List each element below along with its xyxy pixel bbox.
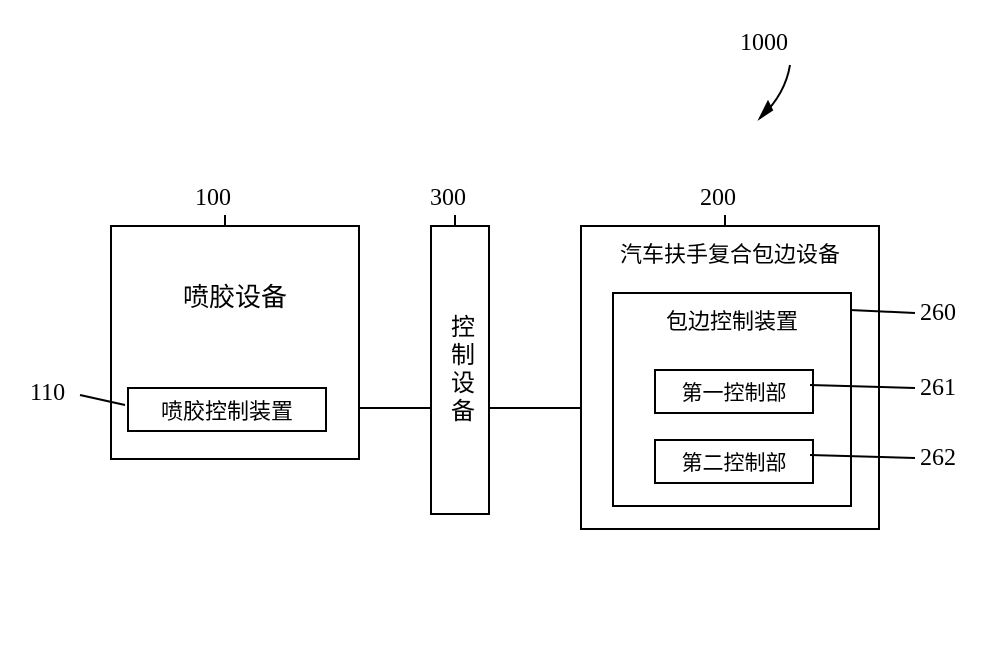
connector-100-300 xyxy=(360,407,430,409)
connector-300-200 xyxy=(490,407,580,409)
leader-262 xyxy=(0,0,1000,663)
diagram-canvas: 1000 100 喷胶设备 喷胶控制装置 110 300 控制设备 200 xyxy=(0,0,1000,663)
